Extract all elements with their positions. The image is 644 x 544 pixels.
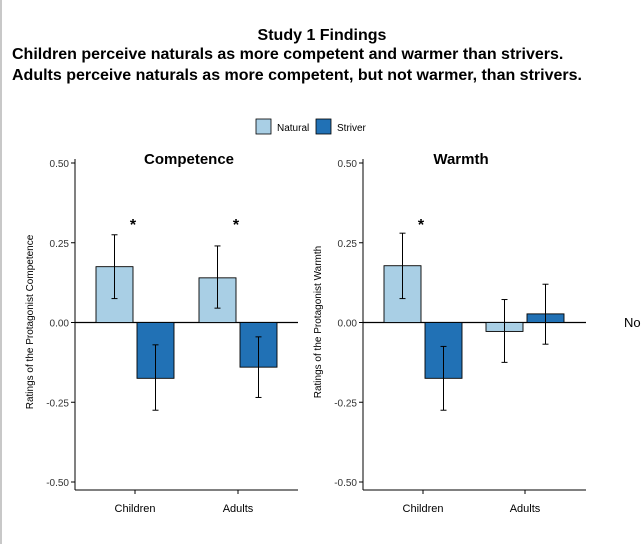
warmth-x-tick-label-adults: Adults	[510, 503, 541, 515]
legend-swatch-striver	[315, 118, 332, 135]
warmth-significance-children: *	[418, 217, 425, 234]
competence-y-tick-label: 0.50	[50, 159, 70, 170]
competence-y-tick-label: 0.25	[50, 239, 70, 250]
legend-swatch-natural	[255, 118, 272, 135]
warmth-panel-title: Warmth	[433, 151, 488, 168]
competence-x-tick-label-adults: Adults	[223, 503, 254, 515]
legend-label-striver: Striver	[337, 123, 367, 134]
warmth-y-axis-label: Ratings of the Protagonist Warmth	[313, 246, 324, 398]
warmth-y-tick-label: -0.50	[334, 478, 357, 489]
competence-significance-children: *	[130, 217, 137, 234]
competence-panel-title: Competence	[144, 151, 234, 168]
competence-y-axis-label: Ratings of the Protagonist Competence	[25, 234, 36, 409]
competence-y-tick-label: -0.50	[46, 478, 69, 489]
competence-y-tick-label: 0.00	[50, 319, 70, 330]
cropped-side-text: No	[624, 315, 641, 330]
figure-subtitle-line1: Children perceive naturals as more compe…	[12, 46, 564, 63]
competence-y-tick-label: -0.25	[46, 398, 69, 409]
figure-title: Study 1 Findings	[257, 27, 387, 44]
figure-subtitle-line2: Adults perceive naturals as more compete…	[12, 67, 582, 84]
warmth-y-tick-label: -0.25	[334, 398, 357, 409]
warmth-x-tick-label-children: Children	[403, 503, 444, 515]
warmth-y-tick-label: 0.00	[338, 319, 358, 330]
left-border	[0, 0, 2, 544]
warmth-y-tick-label: 0.50	[338, 159, 358, 170]
competence-x-tick-label-children: Children	[115, 503, 156, 515]
legend-label-natural: Natural	[277, 123, 309, 134]
warmth-y-tick-label: 0.25	[338, 239, 358, 250]
competence-significance-adults: *	[233, 217, 240, 234]
